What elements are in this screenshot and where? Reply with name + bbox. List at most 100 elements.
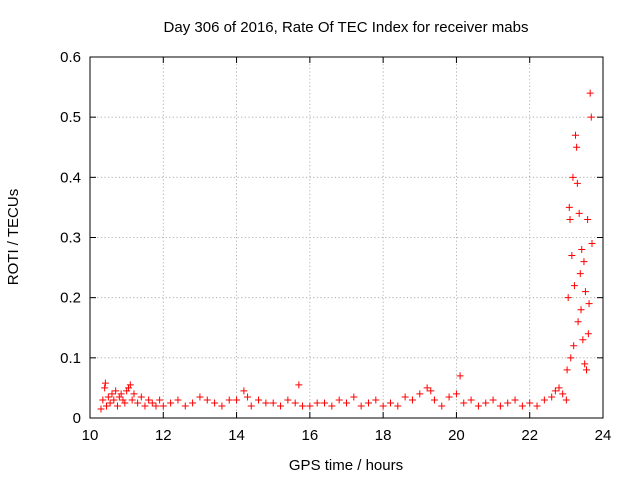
data-point	[167, 399, 175, 407]
data-point	[291, 399, 299, 407]
data-point	[115, 393, 123, 401]
data-point	[128, 396, 136, 404]
data-point	[570, 282, 578, 290]
data-point	[99, 396, 107, 404]
x-tick-label: 20	[448, 427, 465, 444]
data-point	[225, 396, 233, 404]
data-point	[460, 399, 468, 407]
data-point	[401, 393, 409, 401]
data-point	[218, 402, 226, 410]
data-point	[269, 399, 277, 407]
data-point	[145, 396, 153, 404]
y-tick-label: 0.6	[60, 49, 81, 66]
data-point	[579, 336, 587, 344]
data-point	[569, 173, 577, 181]
data-point	[570, 342, 578, 350]
data-point	[121, 399, 129, 407]
data-point	[551, 387, 559, 395]
data-point	[372, 396, 380, 404]
data-point	[584, 215, 592, 223]
data-point	[112, 387, 120, 395]
data-point	[295, 381, 303, 389]
x-axis-label: GPS time / hours	[289, 457, 403, 474]
data-point	[416, 390, 424, 398]
data-point	[518, 402, 526, 410]
y-axis-label: ROTI / TECUs	[5, 189, 22, 285]
data-point	[427, 387, 435, 395]
x-tick-label: 10	[82, 427, 99, 444]
chart-title: Day 306 of 2016, Rate Of TEC Index for r…	[164, 19, 529, 36]
data-point	[555, 384, 563, 392]
data-point	[117, 390, 125, 398]
data-point	[313, 399, 321, 407]
data-point	[247, 402, 255, 410]
y-tick-label: 0.5	[60, 109, 81, 126]
data-point	[106, 399, 114, 407]
data-point	[126, 381, 134, 389]
data-point	[583, 366, 591, 374]
data-point	[134, 399, 142, 407]
data-point	[379, 402, 387, 410]
data-point	[573, 179, 581, 187]
data-point	[148, 399, 156, 407]
y-tick-label: 0.3	[60, 230, 81, 247]
data-point	[119, 396, 127, 404]
data-point	[101, 384, 109, 392]
data-point	[526, 399, 534, 407]
data-point	[564, 294, 572, 302]
data-point	[137, 393, 145, 401]
x-tick-label: 16	[302, 427, 319, 444]
y-tick-label: 0.4	[60, 169, 81, 186]
data-point	[572, 131, 580, 139]
data-point	[586, 89, 594, 97]
data-point	[587, 113, 595, 121]
data-point	[585, 300, 593, 308]
data-point	[581, 360, 589, 368]
data-point	[489, 396, 497, 404]
data-point	[394, 402, 402, 410]
data-point	[284, 396, 292, 404]
data-point	[408, 396, 416, 404]
data-points	[97, 89, 596, 413]
data-point	[456, 372, 464, 380]
data-point	[357, 402, 365, 410]
tick-labels: 10 12 14 16 18 20 22 24 0 0.1 0.2 0.3 0.4 0.5 0.6	[60, 49, 611, 444]
y-tick-label: 0.2	[60, 290, 81, 307]
data-point	[562, 396, 570, 404]
data-point	[588, 240, 596, 248]
data-point	[445, 393, 453, 401]
data-point	[240, 387, 248, 395]
data-point	[233, 396, 241, 404]
data-point	[203, 396, 211, 404]
data-point	[573, 143, 581, 151]
data-point	[474, 402, 482, 410]
data-point	[130, 390, 138, 398]
data-point	[566, 215, 574, 223]
y-tick-label: 0	[73, 410, 81, 427]
data-point	[156, 396, 164, 404]
data-point	[97, 405, 105, 413]
data-point	[565, 203, 573, 211]
data-point	[108, 390, 116, 398]
data-point	[467, 396, 475, 404]
data-point	[189, 399, 197, 407]
data-point	[102, 402, 110, 410]
data-point	[299, 402, 307, 410]
data-point	[343, 399, 350, 407]
data-point	[496, 402, 504, 410]
x-tick-label: 18	[375, 427, 392, 444]
data-point	[196, 393, 204, 401]
data-point	[152, 402, 160, 410]
data-point	[277, 402, 285, 410]
plot-grid	[90, 57, 603, 418]
data-point	[101, 379, 109, 387]
x-tick-label: 22	[521, 427, 538, 444]
data-point	[575, 209, 583, 217]
data-point	[423, 384, 431, 392]
data-point	[578, 246, 586, 254]
data-point	[580, 258, 588, 266]
data-point	[452, 390, 460, 398]
data-point	[386, 399, 394, 407]
data-point	[262, 399, 270, 407]
